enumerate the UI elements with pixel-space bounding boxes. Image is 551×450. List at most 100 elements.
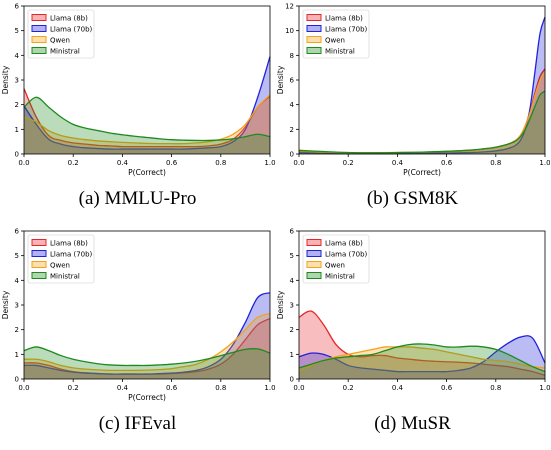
legend-label: Ministral [325,48,355,56]
density-plot-mmlu-pro: 0.0 0.2 0.4 0.6 0.8 1.0 0 1 2 3 4 5 6 P(Correct) Densi… [1,3,275,178]
legend-box [302,9,370,59]
x-tick-label: 1.0 [264,159,275,167]
x-tick-label: 0.2 [68,159,79,167]
y-tick-label: 8 [290,52,294,60]
y-tick-label: 0 [290,151,294,159]
legend-swatch [306,14,322,21]
x-axis-label: P(Correct) [128,168,166,177]
y-tick-label: 1 [15,126,19,134]
legend-label: Llama (8b) [50,240,88,248]
x-tick-label: 1.0 [539,384,550,392]
series-line [298,335,546,373]
series-line [23,346,271,367]
series-area [299,343,545,379]
x-axis-label: P(Correct) [403,168,441,177]
legend-swatch [306,36,322,43]
series-line [298,343,546,373]
x-tick-label: 0.8 [215,384,226,392]
series-area [24,56,270,154]
x-tick-label: 0.8 [490,384,501,392]
y-axis-label: Density [276,65,285,94]
series-area [24,346,270,379]
x-tick-label: 0.6 [441,384,453,392]
y-tick-label: 4 [15,52,20,60]
density-plot-musr: 0.0 0.2 0.4 0.6 0.8 1.0 0 1 2 3 4 5 6 Density Llama (8… [276,228,550,393]
x-tick-label: 0.8 [490,159,501,167]
legend-box [27,9,95,59]
y-tick-label: 2 [290,326,294,334]
x-tick-label: 0.6 [166,384,178,392]
legend-swatch [31,272,47,279]
y-tick-label: 6 [15,228,20,236]
legend-label: Llama (8b) [50,15,88,23]
legend-label: Llama (8b) [325,15,363,23]
y-tick-label: 5 [15,252,19,260]
y-tick-label: 4 [290,101,295,109]
x-tick-label: 0.0 [18,384,29,392]
series-area [24,97,270,154]
legend-label: Ministral [50,48,80,56]
legend-swatch [31,239,47,246]
caption-musr: (d) MuSR [374,413,451,434]
y-tick-label: 2 [15,101,19,109]
x-tick-label: 0.2 [68,384,79,392]
density-plot-gsm8k: 0.0 0.2 0.4 0.6 0.8 1.0 0 2 4 6 8 10 12 P(Correct) Den… [276,3,550,178]
y-tick-label: 6 [15,3,20,11]
legend-swatch [306,272,322,279]
y-axis-label: Density [1,65,10,94]
x-tick-label: 0.4 [392,384,404,392]
series-area [24,94,270,154]
y-tick-label: 5 [290,252,294,260]
legend-swatch [306,250,322,257]
series-line [298,68,546,154]
series-line [23,94,271,145]
legend-box [302,234,370,284]
x-tick-label: 0.0 [293,159,304,167]
legend-label: Llama (70b) [50,26,93,34]
y-tick-label: 3 [15,77,19,85]
caption-gsm8k: (b) GSM8K [366,188,459,209]
y-tick-label: 3 [15,302,19,310]
series-line [23,312,271,372]
x-tick-label: 1.0 [264,384,275,392]
x-tick-label: 0.2 [343,159,354,167]
x-tick-label: 0.2 [343,384,354,392]
legend-swatch [306,239,322,246]
panel-musr: 0.0 0.2 0.4 0.6 0.8 1.0 0 1 2 3 4 5 6 Density Llama (8… [275,225,550,450]
y-axis-label: Density [1,290,10,319]
y-tick-label: 5 [15,27,19,35]
x-tick-label: 0.4 [392,159,404,167]
series-line [298,71,546,154]
legend-label: Qwen [325,262,345,270]
x-tick-label: 0.0 [18,159,29,167]
y-tick-label: 2 [290,126,294,134]
y-tick-label: 0 [290,376,294,384]
series-area [24,292,270,379]
legend-label: Qwen [50,37,70,45]
y-tick-label: 4 [15,277,20,285]
x-tick-label: 1.0 [539,159,550,167]
legend-label: Llama (70b) [50,251,93,259]
y-axis-label: Density [276,290,285,319]
x-tick-label: 0.0 [293,384,304,392]
y-tick-label: 0 [15,151,19,159]
series-area [299,346,545,379]
legend-swatch [306,261,322,268]
legend-swatch [31,14,47,21]
y-tick-label: 10 [285,27,294,35]
series-area [299,71,545,154]
panel-ifeval: 0.0 0.2 0.4 0.6 0.8 1.0 0 1 2 3 4 5 6 P(Correct) Densi… [0,225,275,450]
caption-mmlu-pro: (a) MMLU-Pro [78,188,197,209]
panel-gsm8k: 0.0 0.2 0.4 0.6 0.8 1.0 0 2 4 6 8 10 12 P(Correct) Den… [275,0,550,225]
series-line [23,292,271,375]
legend-swatch [31,47,47,54]
y-tick-label: 3 [290,302,294,310]
series-line [23,96,271,142]
y-tick-label: 2 [15,326,19,334]
legend-label: Ministral [50,273,80,281]
legend-swatch [31,250,47,257]
series-area [24,88,270,154]
series-line [298,90,546,154]
panel-mmlu-pro: 0.0 0.2 0.4 0.6 0.8 1.0 0 1 2 3 4 5 6 P(Correct) Densi… [0,0,275,225]
series-area [24,318,270,379]
